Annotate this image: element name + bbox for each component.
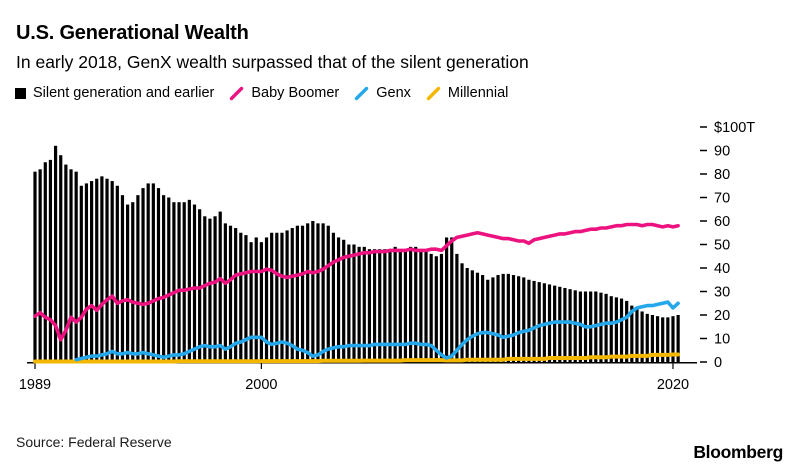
svg-text:60: 60 [714,214,730,230]
chart-area: 0 10 20 30 40 50 60 70 80 90 $100T 1989 2000 2020 [0,115,800,410]
generational-wealth-chart: 0 10 20 30 40 50 60 70 80 90 $100T 1989 2000 2020 [19,120,755,393]
svg-text:20: 20 [714,308,730,324]
blue-line-swatch-icon [354,86,369,101]
legend-item-label: Genx [376,85,411,101]
legend: Silent generation and earlier Baby Boome… [15,85,508,101]
legend-item-silent-generation: Silent generation and earlier [15,85,214,101]
svg-text:10: 10 [714,332,730,348]
svg-text:80: 80 [714,167,730,183]
svg-text:1989: 1989 [19,377,51,393]
pink-line-swatch-icon [229,86,244,101]
svg-text:40: 40 [714,261,730,277]
svg-text:0: 0 [714,355,722,371]
legend-item-baby-boomer: Baby Boomer [229,85,339,101]
legend-item-label: Baby Boomer [251,85,340,101]
legend-item-millennial: Millennial [426,85,508,101]
svg-text:90: 90 [714,144,730,160]
svg-text:2000: 2000 [245,377,277,393]
svg-text:50: 50 [714,238,730,254]
svg-text:70: 70 [714,191,730,207]
bloomberg-logo: Bloomberg [693,442,783,462]
yellow-line-swatch-icon [426,86,441,101]
svg-text:30: 30 [714,285,730,301]
source-attribution: Source: Federal Reserve [16,434,172,450]
svg-text:$100T: $100T [714,120,755,136]
black-square-swatch-icon [15,87,26,99]
legend-item-genx: Genx [354,85,411,101]
legend-item-label: Millennial [447,85,509,101]
legend-item-label: Silent generation and earlier [33,85,215,101]
chart-subtitle: In early 2018, GenX wealth surpassed tha… [16,52,529,72]
svg-text:2020: 2020 [657,377,689,393]
page-title: U.S. Generational Wealth [16,22,249,44]
